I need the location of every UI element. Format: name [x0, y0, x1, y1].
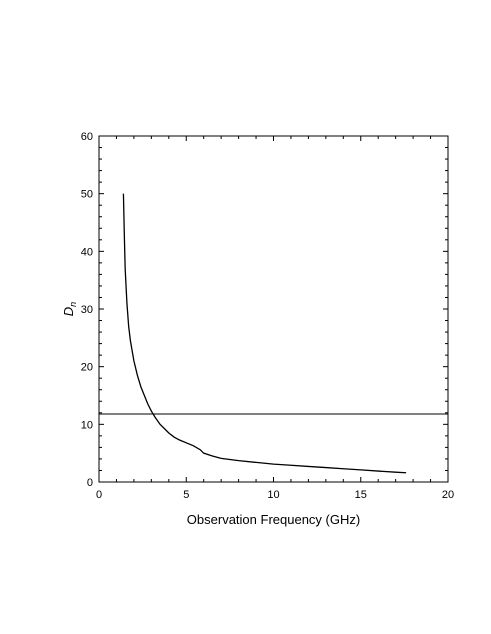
x-tick-label: 0 [96, 489, 102, 501]
x-tick-label: 5 [183, 489, 189, 501]
y-axis-label-main: D [61, 307, 76, 316]
tick-marks [98, 135, 449, 483]
y-tick-label: 60 [81, 131, 93, 143]
y-tick-label: 40 [81, 246, 93, 258]
y-tick-label: 10 [81, 419, 93, 431]
x-tick-labels: 0 5 10 15 20 [96, 489, 454, 501]
y-tick-labels: 0 10 20 30 40 50 60 [81, 131, 93, 489]
x-axis-label: Observation Frequency (GHz) [187, 512, 360, 527]
y-axis-label: Dn [61, 302, 78, 316]
y-tick-label: 30 [81, 304, 93, 316]
y-tick-label: 20 [81, 362, 93, 374]
y-tick-label: 0 [87, 477, 93, 489]
plot-frame [98, 135, 449, 483]
y-tick-label: 50 [81, 189, 93, 201]
y-axis-label-subscript: n [68, 302, 78, 307]
x-tick-label: 20 [442, 489, 454, 501]
x-tick-label: 10 [267, 489, 279, 501]
data-series-line [122, 193, 407, 474]
x-tick-label: 15 [355, 489, 367, 501]
